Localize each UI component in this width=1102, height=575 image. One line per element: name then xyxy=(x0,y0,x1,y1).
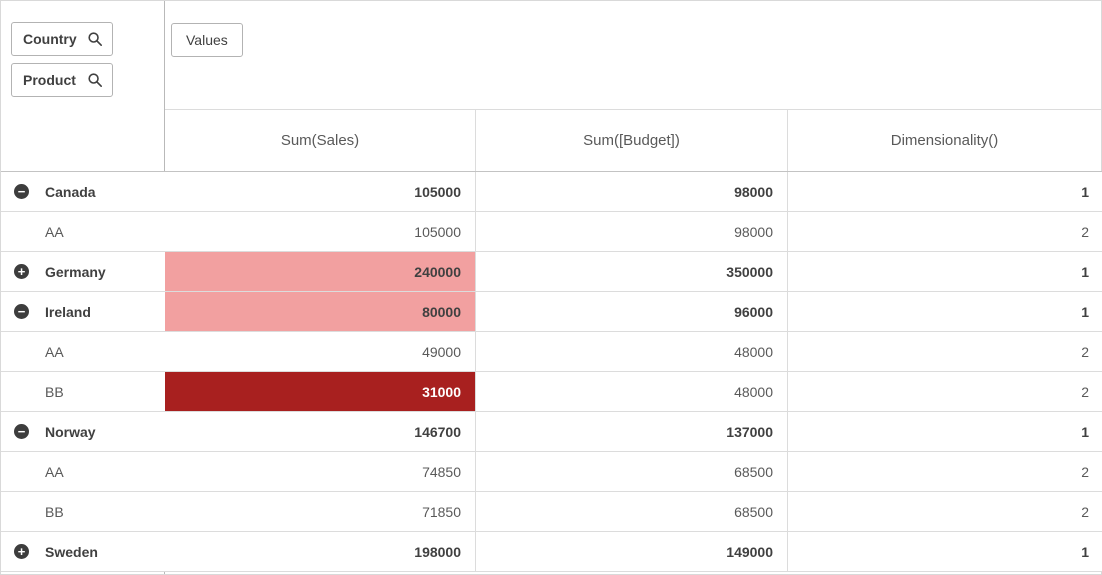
budget-cell[interactable]: 350000 xyxy=(476,252,788,291)
budget-cell[interactable]: 96000 xyxy=(476,292,788,331)
sales-cell[interactable]: 80000 xyxy=(165,292,476,331)
collapse-icon[interactable]: − xyxy=(14,424,29,439)
table-body: − Canada 105000 98000 1 AA 105000 98000 … xyxy=(1,172,1102,572)
row-label: BB xyxy=(45,383,64,400)
row-label-cell[interactable]: − Canada xyxy=(1,172,165,211)
row-label-cell[interactable]: − Norway xyxy=(1,412,165,451)
budget-cell[interactable]: 137000 xyxy=(476,412,788,451)
search-icon xyxy=(87,31,103,47)
sales-cell[interactable]: 105000 xyxy=(165,172,476,211)
dimensionality-cell[interactable]: 1 xyxy=(1081,183,1089,200)
dimensionality-cell[interactable]: 2 xyxy=(1081,343,1089,360)
dimension-panel: Country Product xyxy=(11,22,113,97)
row-label: Sweden xyxy=(45,543,98,560)
values-button-label: Values xyxy=(186,32,228,48)
row-label: Canada xyxy=(45,183,96,200)
row-label: Norway xyxy=(45,423,96,440)
collapse-icon[interactable]: − xyxy=(14,304,29,319)
row-label-cell[interactable]: AA xyxy=(1,212,165,251)
budget-cell[interactable]: 48000 xyxy=(476,372,788,411)
row-label-cell[interactable]: AA xyxy=(1,452,165,491)
row-label: AA xyxy=(45,343,64,360)
table-row: BB 71850 68500 2 xyxy=(1,492,1102,532)
dimensionality-cell[interactable]: 2 xyxy=(1081,463,1089,480)
row-label-cell[interactable]: + Sweden xyxy=(1,532,165,571)
column-header-dimensionality[interactable]: Dimensionality() xyxy=(890,132,999,149)
row-label-cell[interactable]: AA xyxy=(1,332,165,371)
budget-cell[interactable]: 68500 xyxy=(476,492,788,531)
sales-cell[interactable]: 105000 xyxy=(165,212,476,251)
table-row: + Germany 240000 350000 1 xyxy=(1,252,1102,292)
row-label-cell[interactable]: BB xyxy=(1,492,165,531)
table-row: AA 105000 98000 2 xyxy=(1,212,1102,252)
table-row: − Canada 105000 98000 1 xyxy=(1,172,1102,212)
expand-icon[interactable]: + xyxy=(14,264,29,279)
table-row: BB 31000 48000 2 xyxy=(1,372,1102,412)
dimensionality-cell[interactable]: 1 xyxy=(1081,543,1089,560)
row-label: Germany xyxy=(45,263,106,280)
sales-cell[interactable]: 31000 xyxy=(165,372,476,411)
values-button[interactable]: Values xyxy=(171,23,243,57)
table-row: AA 49000 48000 2 xyxy=(1,332,1102,372)
country-dimension-button[interactable]: Country xyxy=(11,22,113,56)
table-row: + Sweden 198000 149000 1 xyxy=(1,532,1102,572)
row-label-cell[interactable]: + Germany xyxy=(1,252,165,291)
search-icon xyxy=(87,72,103,88)
row-label: Ireland xyxy=(45,303,91,320)
dimensionality-cell[interactable]: 1 xyxy=(1081,263,1089,280)
budget-cell[interactable]: 48000 xyxy=(476,332,788,371)
column-header-sum-sales[interactable]: Sum(Sales) xyxy=(165,110,476,171)
budget-cell[interactable]: 68500 xyxy=(476,452,788,491)
collapse-icon[interactable]: − xyxy=(14,184,29,199)
sales-cell[interactable]: 74850 xyxy=(165,452,476,491)
sales-cell[interactable]: 240000 xyxy=(165,252,476,291)
dimensionality-cell[interactable]: 2 xyxy=(1081,503,1089,520)
budget-cell[interactable]: 98000 xyxy=(476,172,788,211)
table-row: AA 74850 68500 2 xyxy=(1,452,1102,492)
column-header-sum-budget[interactable]: Sum([Budget]) xyxy=(476,110,788,171)
budget-cell[interactable]: 149000 xyxy=(476,532,788,571)
country-dimension-label: Country xyxy=(23,31,77,47)
row-label-cell[interactable]: − Ireland xyxy=(1,292,165,331)
table-row: − Norway 146700 137000 1 xyxy=(1,412,1102,452)
row-label: AA xyxy=(45,223,64,240)
sales-cell[interactable]: 71850 xyxy=(165,492,476,531)
product-dimension-label: Product xyxy=(23,72,76,88)
expand-icon[interactable]: + xyxy=(14,544,29,559)
product-dimension-button[interactable]: Product xyxy=(11,63,113,97)
sales-cell[interactable]: 146700 xyxy=(165,412,476,451)
sales-cell[interactable]: 49000 xyxy=(165,332,476,371)
dimensionality-cell[interactable]: 1 xyxy=(1081,423,1089,440)
table-header-row: Sum(Sales) Sum([Budget]) Dimensionality(… xyxy=(165,109,1101,171)
budget-cell[interactable]: 98000 xyxy=(476,212,788,251)
dimensionality-cell[interactable]: 2 xyxy=(1081,223,1089,240)
row-label: BB xyxy=(45,503,64,520)
dimensionality-cell[interactable]: 2 xyxy=(1081,383,1089,400)
row-label: AA xyxy=(45,463,64,480)
header-divider xyxy=(1,171,1102,172)
sales-cell[interactable]: 198000 xyxy=(165,532,476,571)
dimensionality-cell[interactable]: 1 xyxy=(1081,303,1089,320)
table-row: − Ireland 80000 96000 1 xyxy=(1,292,1102,332)
row-label-cell[interactable]: BB xyxy=(1,372,165,411)
